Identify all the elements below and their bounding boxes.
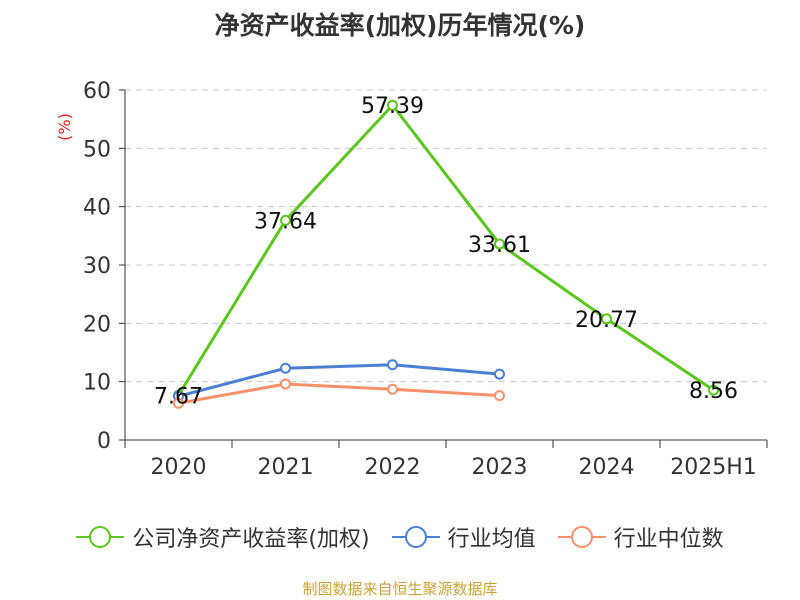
y-tick-label: 20 xyxy=(83,312,111,337)
legend-marker-icon xyxy=(557,526,606,548)
legend-label: 行业均值 xyxy=(447,527,536,552)
series-lines xyxy=(173,99,719,409)
legend-item-industry-mean[interactable]: 行业均值 xyxy=(391,521,536,553)
data-labels: 7.67 37.64 57.39 33.61 20.77 8.56 xyxy=(154,94,738,409)
source-note: 制图数据来自恒生聚源数据库 xyxy=(302,580,498,598)
data-point xyxy=(494,390,505,402)
chart-title: 净资产收益率(加权)历年情况(%) xyxy=(214,11,586,40)
data-point xyxy=(601,313,612,325)
x-tick-label: 2024 xyxy=(579,455,635,480)
data-label: 57.39 xyxy=(361,94,424,119)
legend: 公司净资产收益率(加权) 行业均值 行业中位数 xyxy=(0,520,800,554)
data-point xyxy=(173,397,184,409)
legend-item-industry-median[interactable]: 行业中位数 xyxy=(557,521,724,553)
data-label: 8.56 xyxy=(689,379,738,404)
series-line-1 xyxy=(178,363,500,398)
series-line-2 xyxy=(178,382,500,405)
x-tick-label: 2021 xyxy=(258,455,314,480)
data-label: 33.61 xyxy=(468,233,531,258)
data-label: 7.67 xyxy=(154,384,203,409)
data-point xyxy=(708,384,719,396)
axes: 0 10 20 30 40 50 60 2020 2021 2022 2023 2024 2025H1 xyxy=(83,79,768,480)
x-tick-label: 2022 xyxy=(365,455,421,480)
data-label: 37.64 xyxy=(254,209,317,234)
data-point xyxy=(280,362,291,374)
x-tick-label: 2020 xyxy=(151,455,207,480)
x-tick-label: 2023 xyxy=(472,455,528,480)
data-point xyxy=(387,99,398,111)
y-tick-label: 10 xyxy=(83,371,111,396)
data-label: 20.77 xyxy=(575,308,638,333)
x-tick-label: 2025H1 xyxy=(670,455,757,480)
legend-label: 行业中位数 xyxy=(613,527,724,552)
data-point xyxy=(494,238,505,250)
legend-item-company-roe[interactable]: 公司净资产收益率(加权) xyxy=(76,521,370,553)
legend-label: 公司净资产收益率(加权) xyxy=(132,527,370,552)
series-line-0 xyxy=(177,103,715,397)
legend-marker-icon xyxy=(391,526,440,548)
data-point xyxy=(494,368,505,380)
y-tick-label: 50 xyxy=(83,137,111,162)
grid-lines xyxy=(125,89,767,383)
data-point xyxy=(387,383,398,395)
legend-marker-icon xyxy=(76,526,125,548)
y-tick-label: 0 xyxy=(97,429,111,454)
y-tick-label: 60 xyxy=(83,79,111,104)
y-tick-label: 40 xyxy=(83,196,111,221)
data-point xyxy=(387,359,398,371)
data-point xyxy=(280,378,291,390)
data-point xyxy=(280,214,291,226)
y-tick-label: 30 xyxy=(83,254,111,279)
y-axis-unit-label: (%) xyxy=(55,113,74,141)
